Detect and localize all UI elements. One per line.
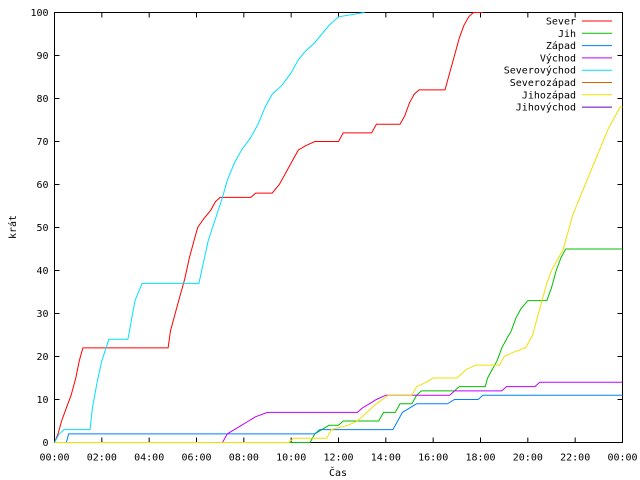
x-tick-label: 00:00 [39, 453, 69, 464]
series-line-2 [54, 248, 623, 443]
y-tick-label: 0 [42, 438, 48, 449]
series-line-3 [54, 394, 623, 443]
y-tick-label: 50 [36, 223, 48, 234]
series-line-4 [54, 381, 623, 443]
x-tick-label: 20:00 [513, 453, 543, 464]
series-line-5 [54, 12, 365, 443]
x-tick-label: 08:00 [229, 453, 259, 464]
y-tick-label: 100 [30, 8, 48, 19]
y-tick-label: 70 [36, 137, 48, 148]
x-tick-label: 14:00 [371, 453, 401, 464]
legend-label: Sever [546, 17, 576, 28]
legend-label: Severozápad [510, 77, 576, 89]
x-tick-label: 22:00 [560, 453, 590, 464]
legend-label: Jihozápad [522, 89, 576, 101]
series-line-7 [54, 106, 623, 443]
x-tick-label: 16:00 [418, 453, 448, 464]
x-axis-label: Čas [329, 466, 347, 479]
y-axis-label: krát [7, 215, 19, 239]
legend-label: Jihovýchod [516, 102, 576, 114]
x-tick-label: 12:00 [323, 453, 353, 464]
y-tick-label: 20 [36, 352, 48, 363]
y-tick-label: 30 [36, 309, 48, 320]
legend: SeverJihZápadVýchodSeverovýchodSeverozáp… [504, 17, 612, 114]
y-tick-label: 90 [36, 51, 48, 62]
x-tick-label: 06:00 [181, 453, 211, 464]
y-tick-label: 60 [36, 180, 48, 191]
y-tick-label: 80 [36, 94, 48, 105]
axis-ticks: 0 10 20 30 40 50 60 70 80 90 100 00:00 02:00 04:00 06:… [30, 8, 637, 464]
series-layer [54, 12, 623, 443]
y-tick-label: 40 [36, 266, 48, 277]
legend-label: Severovýchod [504, 65, 576, 77]
legend-label: Východ [540, 52, 576, 64]
legend-label: Západ [546, 40, 576, 52]
x-tick-label: 10:00 [276, 453, 306, 464]
plot-frame [54, 12, 623, 443]
y-tick-label: 10 [36, 395, 48, 406]
x-tick-label: 04:00 [134, 453, 164, 464]
x-tick-label: 00:00 [607, 453, 637, 464]
series-line-1 [54, 12, 483, 443]
x-tick-label: 02:00 [87, 453, 117, 464]
legend-label: Jih [558, 29, 576, 40]
x-tick-label: 18:00 [465, 453, 495, 464]
